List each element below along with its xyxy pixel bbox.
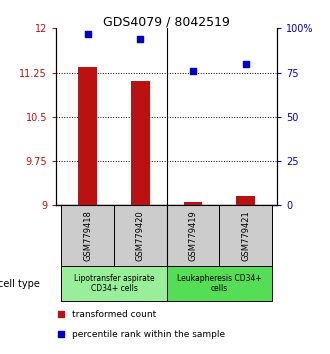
Text: transformed count: transformed count xyxy=(72,310,156,319)
Bar xyxy=(219,205,272,266)
Text: cell type: cell type xyxy=(0,279,40,289)
Bar xyxy=(131,81,149,205)
Text: GSM779421: GSM779421 xyxy=(241,210,250,261)
Title: GDS4079 / 8042519: GDS4079 / 8042519 xyxy=(103,15,230,28)
Text: GSM779418: GSM779418 xyxy=(83,210,92,261)
Point xyxy=(138,36,143,42)
Point xyxy=(85,31,90,36)
Text: GSM779420: GSM779420 xyxy=(136,210,145,261)
Bar xyxy=(167,266,272,301)
Bar xyxy=(61,266,167,301)
Text: GSM779419: GSM779419 xyxy=(188,210,197,261)
Bar xyxy=(167,205,219,266)
Point xyxy=(243,61,248,67)
Text: Lipotransfer aspirate
CD34+ cells: Lipotransfer aspirate CD34+ cells xyxy=(74,274,154,293)
Text: Leukapheresis CD34+
cells: Leukapheresis CD34+ cells xyxy=(177,274,262,293)
Bar xyxy=(79,67,97,205)
Bar xyxy=(61,205,114,266)
Bar xyxy=(236,196,255,205)
Bar xyxy=(184,202,202,205)
Bar xyxy=(114,205,167,266)
Point xyxy=(190,68,196,74)
Text: percentile rank within the sample: percentile rank within the sample xyxy=(72,330,225,339)
